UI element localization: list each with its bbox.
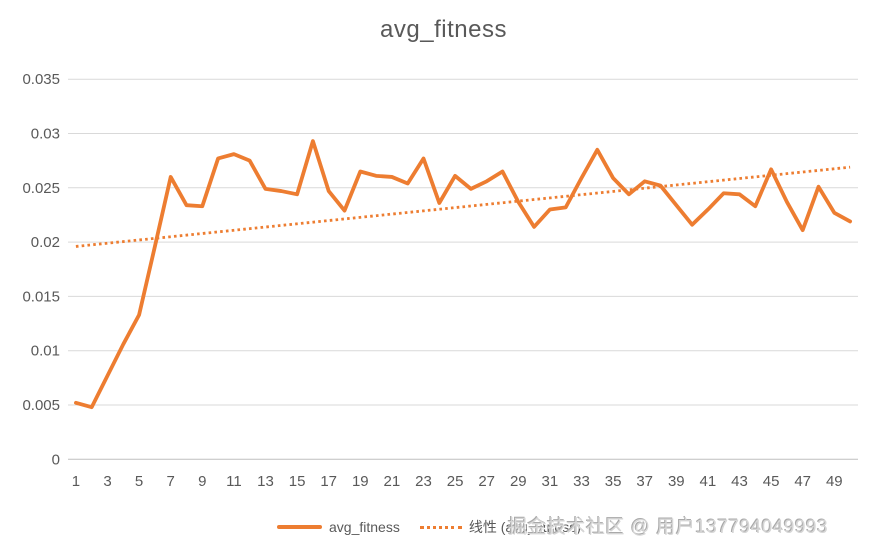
legend: avg_fitness 线性 (avg_fitness) bbox=[277, 517, 581, 537]
legend-label-avg-fitness: avg_fitness bbox=[329, 519, 400, 535]
x-tick-label: 31 bbox=[542, 473, 559, 490]
x-tick-label: 11 bbox=[226, 473, 242, 490]
x-tick-label: 25 bbox=[447, 473, 464, 490]
x-tick-label: 23 bbox=[415, 473, 432, 490]
x-tick-label: 47 bbox=[794, 473, 811, 490]
x-tick-label: 19 bbox=[352, 473, 369, 490]
y-tick-label: 0.01 bbox=[31, 343, 60, 360]
x-tick-label: 5 bbox=[135, 473, 143, 490]
x-tick-label: 21 bbox=[384, 473, 401, 490]
legend-item-linear-trend: 线性 (avg_fitness) bbox=[419, 517, 581, 537]
x-tick-label: 45 bbox=[763, 473, 780, 490]
watermark: 掘金技术社区 @ 用户137794049993 bbox=[508, 517, 829, 538]
x-tick-label: 43 bbox=[731, 473, 748, 490]
y-tick-label: 0.015 bbox=[22, 288, 60, 305]
x-tick-label: 15 bbox=[289, 473, 306, 490]
chart-title: avg_fitness bbox=[380, 16, 507, 43]
x-tick-label: 37 bbox=[636, 473, 653, 490]
x-tick-label: 29 bbox=[510, 473, 527, 490]
x-tick-label: 27 bbox=[478, 473, 495, 490]
y-tick-label: 0 bbox=[52, 451, 60, 468]
x-tick-label: 35 bbox=[605, 473, 622, 490]
x-tick-label: 39 bbox=[668, 473, 685, 490]
x-tick-label: 33 bbox=[573, 473, 590, 490]
x-tick-label: 1 bbox=[72, 473, 80, 490]
x-tick-label: 3 bbox=[103, 473, 111, 490]
series-line-avg-fitness bbox=[74, 139, 852, 410]
legend-item-avg-fitness: avg_fitness bbox=[277, 519, 400, 535]
trendline-linear-avg-fitness bbox=[75, 165, 851, 248]
x-tick-label: 41 bbox=[700, 473, 717, 490]
y-tick-label: 0.035 bbox=[22, 71, 60, 88]
x-tick-label: 49 bbox=[826, 473, 843, 490]
y-tick-label: 0.02 bbox=[31, 234, 60, 251]
legend-marker-solid-line-icon bbox=[277, 525, 322, 529]
legend-marker-dotted-line-icon bbox=[419, 525, 462, 529]
x-tick-label: 13 bbox=[257, 473, 274, 490]
x-tick-label: 7 bbox=[167, 473, 175, 490]
x-tick-label: 17 bbox=[320, 473, 337, 490]
y-tick-label: 0.03 bbox=[31, 126, 60, 143]
x-tick-label: 9 bbox=[198, 473, 206, 490]
legend-label-linear-trend: 线性 (avg_fitness) bbox=[468, 519, 581, 535]
y-tick-label: 0.025 bbox=[22, 180, 60, 197]
y-tick-label: 0.005 bbox=[22, 397, 60, 414]
